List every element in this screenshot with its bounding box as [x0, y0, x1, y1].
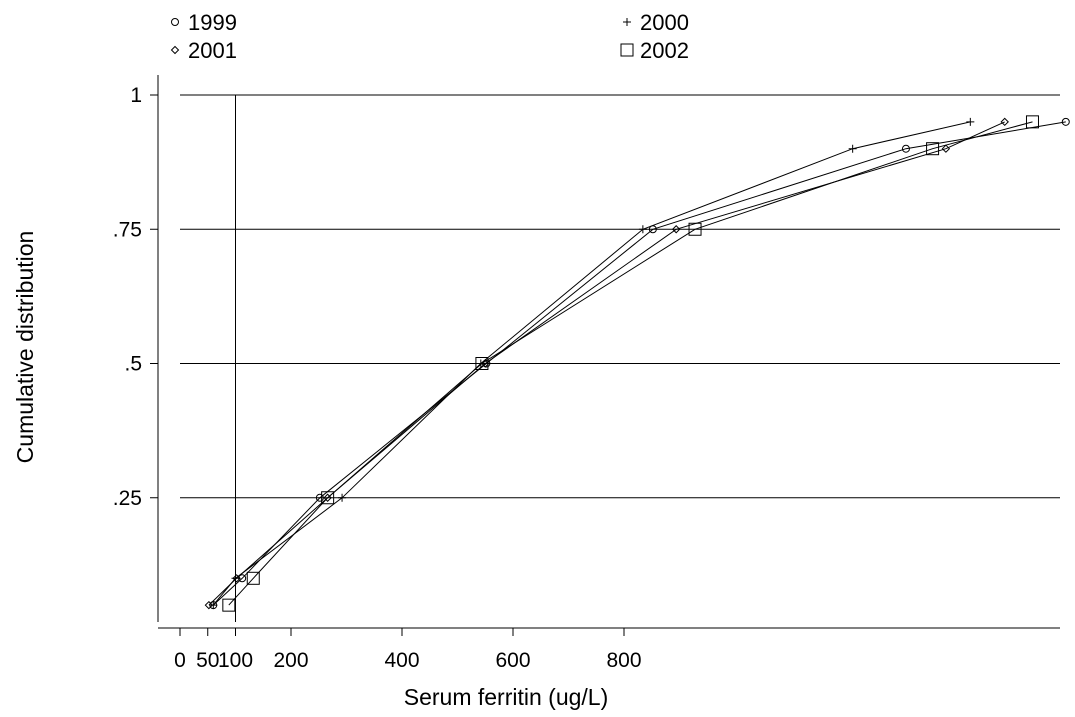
point-2002-4 — [475, 357, 489, 370]
x-tick-label-100: 100 — [218, 649, 253, 672]
legend-item-2000: 2000 — [623, 10, 689, 35]
point-2002-7 — [1025, 115, 1039, 129]
x-axis-title: Serum ferritin (ug/L) — [404, 684, 609, 710]
point-2000-7 — [966, 117, 975, 126]
x-tick-label-400: 400 — [384, 649, 419, 672]
point-2001-1 — [204, 600, 214, 610]
series-line-1999 — [212, 121, 1066, 606]
legend-item-1999: 1999 — [171, 10, 237, 35]
gridlines — [180, 94, 1060, 622]
legend: 1999 2000 2001 2002 — [170, 10, 689, 63]
x-tick-label-200: 200 — [273, 649, 308, 672]
point-2000-1 — [209, 601, 218, 610]
point-2000-6 — [848, 144, 857, 153]
series — [204, 115, 1070, 612]
point-2001-7 — [1000, 117, 1009, 127]
axes — [157, 75, 1060, 629]
y-axis-title: Cumulative distribution — [12, 231, 38, 464]
series-2000 — [209, 117, 975, 610]
point-2000-3 — [338, 493, 347, 502]
point-2002-3 — [321, 491, 335, 505]
y-tick-label-75: .75 — [113, 218, 142, 241]
series-2002 — [222, 115, 1039, 612]
series-line-2001 — [208, 121, 1005, 606]
point-2001-5 — [671, 225, 681, 234]
series-line-2002 — [228, 121, 1033, 606]
x-tick-label-50: 50 — [196, 649, 219, 672]
point-2002-6 — [926, 142, 940, 156]
point-2002-1 — [222, 598, 236, 612]
legend-label-2002: 2002 — [640, 38, 689, 63]
legend-label-2000: 2000 — [640, 10, 689, 35]
point-1999-7 — [1061, 117, 1070, 126]
point-2002-5 — [688, 222, 702, 236]
x-tick-label-0: 0 — [174, 649, 186, 672]
point-2001-6 — [941, 144, 951, 153]
point-2002-2 — [246, 571, 260, 585]
legend-marker-1999 — [171, 18, 179, 26]
y-tick-label-25: .25 — [113, 487, 142, 510]
y-tick-label-5: .5 — [124, 353, 142, 376]
x-tick-label-800: 800 — [606, 649, 641, 672]
point-2001-2 — [232, 574, 241, 583]
point-1999-3 — [315, 493, 324, 502]
legend-item-2001: 2001 — [170, 38, 237, 63]
point-1999-6 — [901, 144, 910, 153]
legend-marker-2002 — [620, 43, 634, 57]
point-2000-4 — [476, 359, 485, 368]
legend-label-1999: 1999 — [188, 10, 237, 35]
point-2000-5 — [638, 225, 647, 234]
y-tick-label-1: 1 — [130, 84, 142, 107]
legend-marker-2000 — [623, 18, 631, 26]
point-2001-3 — [323, 493, 332, 502]
x-tick-label-600: 600 — [495, 649, 530, 672]
legend-label-2001: 2001 — [188, 38, 237, 63]
legend-marker-2001 — [170, 45, 180, 55]
legend-item-2002: 2002 — [620, 38, 689, 63]
